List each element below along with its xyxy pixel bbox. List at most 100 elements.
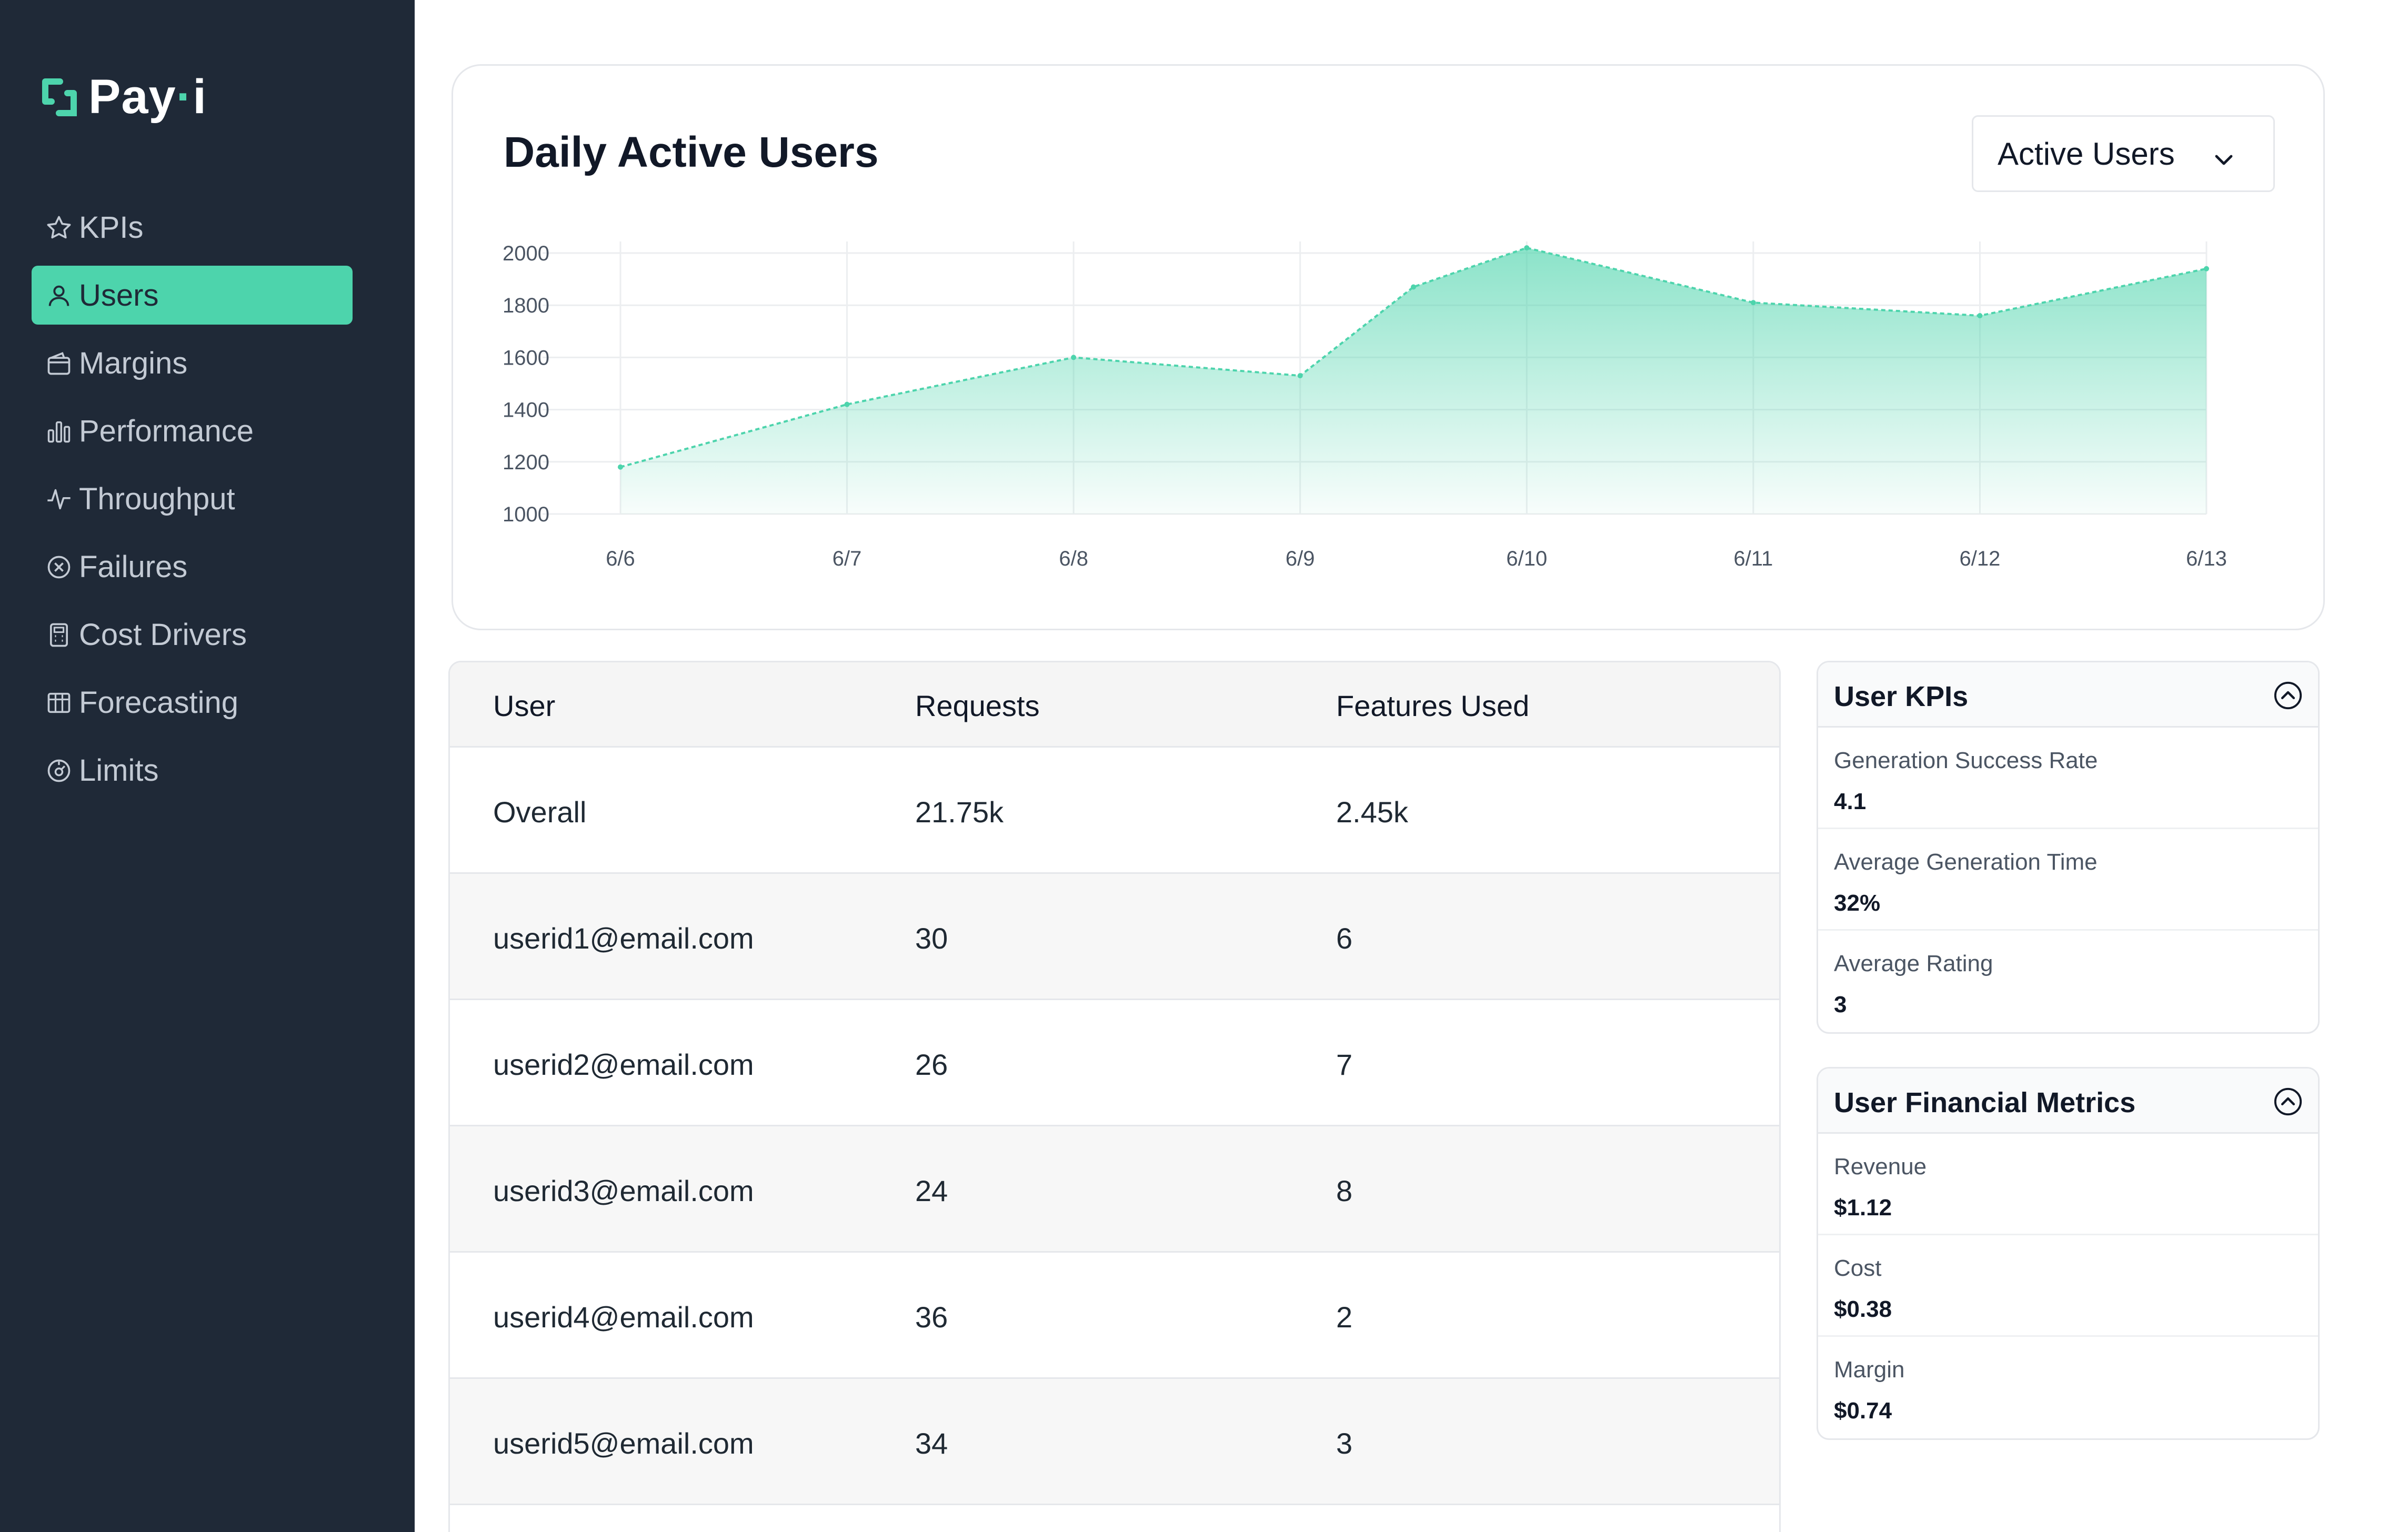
- cell-user: Overall: [493, 795, 587, 829]
- chevron-down-icon: [2211, 143, 2236, 168]
- sidebar-item-label: KPIs: [79, 210, 144, 245]
- sidebar-item-margins[interactable]: Margins: [32, 334, 353, 392]
- area-fill: [620, 248, 2206, 514]
- x-circle-icon: [45, 553, 73, 580]
- calculator-icon: [45, 621, 73, 648]
- sidebar-nav: KPIs Users Margins Performance Throughpu…: [32, 198, 353, 809]
- panel-title: User KPIs: [1834, 681, 1969, 712]
- data-point[interactable]: [2204, 266, 2209, 271]
- column-header-user[interactable]: User: [493, 689, 556, 722]
- sidebar-item-label: Performance: [79, 414, 254, 448]
- metric-value: 32%: [1834, 890, 1881, 916]
- x-tick-label: 6/8: [1059, 547, 1088, 570]
- data-point[interactable]: [1977, 313, 1983, 319]
- sidebar-item-label: Limits: [79, 753, 159, 788]
- table-row[interactable]: userid3@email.com 24 8: [450, 1126, 1779, 1253]
- data-point[interactable]: [1071, 355, 1077, 360]
- sidebar-item-cost-drivers[interactable]: Cost Drivers: [32, 605, 353, 664]
- column-header-requests[interactable]: Requests: [915, 689, 1040, 722]
- sidebar-item-label: Forecasting: [79, 685, 239, 720]
- table-row[interactable]: userid5@email.com 34 3: [450, 1379, 1779, 1505]
- metric-label: Margin: [1834, 1357, 1905, 1383]
- cell-user: userid1@email.com: [493, 922, 754, 955]
- metric-select-value: Active Users: [1998, 136, 2175, 172]
- cell-features-used: 3: [1336, 1427, 1353, 1460]
- cell-requests: 30: [915, 922, 948, 955]
- table-row[interactable]: userid4@email.com 36 2: [450, 1253, 1779, 1379]
- data-point[interactable]: [1524, 245, 1530, 251]
- y-tick-label: 1600: [503, 346, 549, 369]
- bar-chart-icon: [45, 417, 73, 445]
- sidebar-item-kpis[interactable]: KPIs: [32, 198, 353, 257]
- panel-title: User Financial Metrics: [1834, 1087, 2136, 1118]
- table-grid-icon: [45, 689, 73, 716]
- data-point[interactable]: [1750, 300, 1756, 306]
- cell-user: userid3@email.com: [493, 1174, 754, 1207]
- metric-revenue: Revenue $1.12: [1818, 1134, 2318, 1235]
- user-financial-metrics-panel: User Financial Metrics Revenue $1.12 Cos…: [1817, 1067, 2320, 1440]
- table-row[interactable]: Overall 21.75k 2.45k: [450, 748, 1779, 874]
- collapse-chevron-up-icon[interactable]: [2273, 1086, 2303, 1117]
- cell-user: userid5@email.com: [493, 1427, 754, 1460]
- pulse-icon: [45, 485, 73, 512]
- user-kpis-panel: User KPIs Generation Success Rate 4.1 Av…: [1817, 661, 2320, 1034]
- y-tick-label: 1400: [503, 399, 549, 422]
- cell-requests: 36: [915, 1301, 948, 1334]
- area-chart: 2000 1800 1600 1400 1200 1000 6/6 6/7 6/8 6/9 6/10…: [503, 241, 2227, 570]
- sidebar-item-failures[interactable]: Failures: [32, 537, 353, 596]
- metric-value: 4.1: [1834, 789, 1867, 814]
- chart-title: Daily Active Users: [504, 128, 879, 176]
- sidebar-item-label: Failures: [79, 549, 188, 584]
- data-point[interactable]: [844, 401, 850, 407]
- table-row[interactable]: userid1@email.com 30 6: [450, 874, 1779, 1000]
- cell-features-used: 2: [1336, 1301, 1353, 1334]
- sidebar-item-performance[interactable]: Performance: [32, 401, 353, 460]
- sidebar: Pay·i KPIs Users Margins Performance Thr…: [0, 0, 415, 1532]
- sidebar-item-label: Margins: [79, 346, 188, 380]
- brand-mark-icon: [41, 77, 78, 117]
- data-point[interactable]: [618, 464, 623, 470]
- cell-requests: 34: [915, 1427, 948, 1460]
- metric-average-rating: Average Rating 3: [1818, 931, 2318, 1032]
- cell-user: userid4@email.com: [493, 1301, 754, 1334]
- metric-margin: Margin $0.74: [1818, 1337, 2318, 1438]
- cell-features-used: 8: [1336, 1174, 1353, 1207]
- wallet-icon: [45, 349, 73, 377]
- metric-value: $0.74: [1834, 1398, 1892, 1424]
- cell-requests: 21.75k: [915, 795, 1004, 829]
- users-table: User Requests Features Used Overall 21.75…: [448, 661, 1781, 1532]
- x-tick-label: 6/6: [606, 547, 635, 570]
- gauge-icon: [45, 757, 73, 784]
- metric-label: Cost: [1834, 1255, 1882, 1281]
- data-point[interactable]: [1411, 284, 1416, 290]
- metric-select[interactable]: Active Users: [1972, 115, 2275, 192]
- star-icon: [45, 214, 73, 241]
- table-row[interactable]: userid2@email.com 26 7: [450, 1000, 1779, 1126]
- y-tick-label: 2000: [503, 242, 549, 265]
- user-financial-metrics-header[interactable]: User Financial Metrics: [1818, 1069, 2318, 1134]
- metric-label: Average Generation Time: [1834, 849, 2098, 875]
- cell-features-used: 6: [1336, 922, 1353, 955]
- x-tick-label: 6/11: [1733, 547, 1773, 570]
- metric-value: $0.38: [1834, 1296, 1892, 1322]
- x-tick-label: 6/10: [1506, 547, 1547, 570]
- column-header-features-used[interactable]: Features Used: [1336, 689, 1530, 722]
- brand-logo[interactable]: Pay·i: [41, 69, 207, 125]
- x-tick-label: 6/7: [832, 547, 862, 570]
- cell-requests: 26: [915, 1048, 948, 1081]
- metric-label: Revenue: [1834, 1154, 1927, 1180]
- sidebar-item-forecasting[interactable]: Forecasting: [32, 673, 353, 732]
- metric-cost: Cost $0.38: [1818, 1235, 2318, 1337]
- brand-name: Pay·i: [88, 70, 207, 124]
- sidebar-item-throughput[interactable]: Throughput: [32, 469, 353, 528]
- sidebar-item-limits[interactable]: Limits: [32, 741, 353, 800]
- sidebar-item-users[interactable]: Users: [32, 266, 353, 325]
- data-point[interactable]: [1297, 373, 1303, 379]
- collapse-chevron-up-icon[interactable]: [2273, 680, 2303, 711]
- user-kpis-header[interactable]: User KPIs: [1818, 662, 2318, 728]
- daily-active-users-card: Daily Active Users Active Users 2000 1800…: [452, 64, 2325, 630]
- y-tick-label: 1000: [503, 503, 549, 526]
- cell-requests: 24: [915, 1174, 948, 1207]
- cell-user: userid2@email.com: [493, 1048, 754, 1081]
- series-line: [620, 246, 2207, 468]
